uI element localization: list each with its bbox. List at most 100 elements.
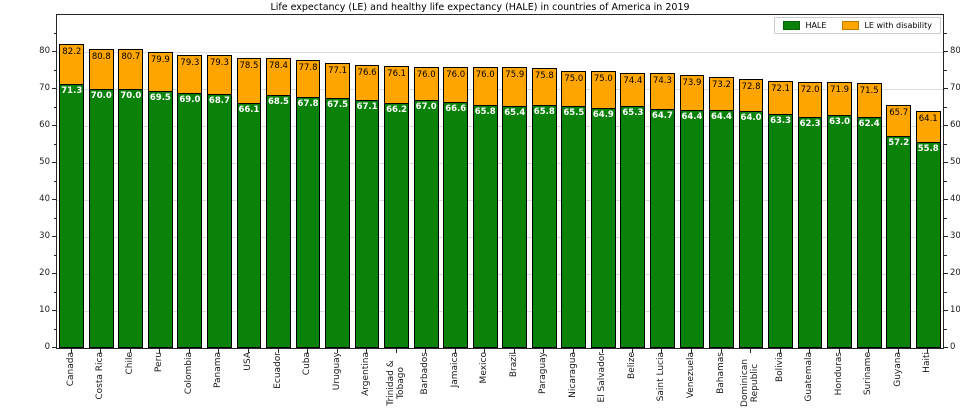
y-tick-label-right-50: 50 (950, 156, 960, 167)
le-value-label-chile: 80.7 (121, 52, 141, 63)
le-segment-haiti (915, 110, 941, 142)
le-segment-bahamas (709, 77, 734, 110)
x-tick-argentina (366, 349, 368, 353)
hale-value-label-costa-rica: 70.0 (90, 91, 112, 101)
x-tick-honduras (838, 349, 840, 353)
y-tick-left-40 (52, 199, 56, 200)
y-tick-label-left-60: 60 (39, 119, 50, 130)
hale-segment-peru (147, 90, 173, 348)
le-segment-usa (236, 57, 262, 104)
hale-value-label-dominican-republic: 64.0 (740, 113, 762, 124)
y-tick-right-80 (944, 51, 948, 52)
x-tick-label-cuba: Cuba (302, 352, 313, 376)
le-segment-jamaica (443, 66, 469, 102)
hale-value-label-paraguay: 65.8 (533, 106, 555, 117)
hale-value-label-guatemala: 62.3 (799, 119, 821, 130)
le-value-label-uruguay: 77.1 (328, 65, 348, 76)
y-tick-label-left-20: 20 (39, 267, 50, 278)
le-value-label-guyana: 65.7 (889, 107, 909, 118)
hale-segment-ecuador (266, 94, 291, 348)
le-segment-barbados (413, 66, 439, 101)
le-segment-paraguay (531, 67, 557, 105)
le-segment-mexico (472, 66, 498, 105)
le-value-label-canada: 82.2 (62, 46, 82, 57)
x-tick-brazil (513, 349, 515, 353)
gridline-y50 (57, 163, 943, 164)
hale-value-label-venezuela: 64.4 (681, 111, 703, 122)
hale-segment-saint-lucia (650, 108, 675, 348)
y-tick-left-65 (53, 106, 56, 108)
x-tick-label-suriname: Suriname (863, 352, 874, 396)
y-tick-right-30 (944, 236, 948, 237)
y-tick-right-20 (944, 273, 948, 274)
x-tick-costa-rica (100, 349, 102, 353)
hale-segment-suriname (856, 117, 882, 348)
x-tick-label-dominican-republic: Dominican Republic (740, 358, 761, 408)
x-tick-label-bahamas: Bahamas (715, 352, 726, 394)
x-tick-panama (218, 349, 220, 353)
y-tick-label-left-0: 0 (44, 341, 50, 352)
y-tick-left-25 (53, 254, 56, 256)
x-tick-belize (631, 349, 633, 353)
x-tick-bolivia (779, 349, 781, 353)
hale-value-label-haiti: 55.8 (917, 143, 939, 154)
hale-segment-jamaica (443, 101, 469, 348)
hale-segment-barbados (413, 100, 439, 348)
le-value-label-ecuador: 78.4 (269, 60, 288, 71)
y-tick-left-50 (52, 162, 56, 163)
le-segment-chile (118, 49, 144, 89)
le-value-label-paraguay: 75.8 (534, 70, 554, 81)
y-tick-label-left-50: 50 (39, 156, 50, 167)
gridline-y60 (57, 126, 943, 127)
y-tick-left-5 (53, 328, 56, 330)
y-tick-right-85 (944, 32, 947, 34)
x-tick-ecuador (277, 349, 279, 353)
hale-value-label-jamaica: 66.6 (445, 103, 467, 114)
x-tick-label-costa-rica: Costa Rica (95, 352, 106, 400)
le-value-label-brazil: 75.9 (505, 70, 525, 81)
legend-item-le-with-disability: LE with disability (842, 21, 932, 30)
hale-value-label-peru: 69.5 (149, 92, 171, 103)
x-tick-usa (247, 349, 249, 353)
le-value-label-mexico: 76.0 (475, 69, 495, 80)
y-tick-right-25 (944, 254, 947, 256)
hale-value-label-guyana: 57.2 (888, 138, 910, 149)
le-value-label-bahamas: 73.2 (712, 80, 731, 91)
x-tick-label-honduras: Honduras (833, 352, 844, 396)
gridline-y70 (57, 89, 943, 90)
hale-value-label-el-salvador: 64.9 (592, 109, 614, 120)
x-tick-label-guyana: Guyana (892, 352, 903, 387)
y-tick-right-75 (944, 69, 947, 71)
le-segment-honduras (827, 81, 853, 115)
gridline-y80 (57, 52, 943, 53)
y-tick-label-right-80: 80 (950, 45, 960, 56)
hale-segment-bahamas (709, 109, 734, 348)
hale-value-label-brazil: 65.4 (504, 108, 526, 119)
hale-value-label-mexico: 65.8 (474, 106, 496, 117)
le-segment-venezuela (679, 74, 705, 110)
y-tick-label-left-40: 40 (39, 193, 50, 204)
hale-value-label-belize: 65.3 (622, 108, 644, 119)
y-tick-label-left-30: 30 (39, 230, 50, 241)
le-segment-ecuador (266, 57, 291, 95)
hale-segment-chile (118, 89, 144, 348)
le-segment-panama (207, 54, 232, 94)
hale-segment-trinidad-tobago (384, 103, 410, 348)
le-segment-colombia (177, 54, 203, 93)
x-tick-label-guatemala: Guatemala (804, 352, 815, 402)
x-tick-cuba (307, 349, 309, 353)
hale-segment-brazil (502, 106, 528, 348)
hale-segment-nicaragua (561, 105, 587, 348)
hale-value-label-bahamas: 64.4 (710, 111, 732, 122)
x-tick-label-nicaragua: Nicaragua (567, 352, 578, 398)
y-tick-right-0 (944, 347, 948, 348)
x-tick-label-barbados: Barbados (420, 352, 431, 395)
x-tick-label-panama: Panama (213, 352, 224, 389)
y-tick-left-35 (53, 217, 56, 219)
hale-value-label-barbados: 67.0 (415, 102, 437, 113)
hale-value-label-nicaragua: 65.5 (563, 107, 585, 118)
y-tick-left-75 (53, 69, 56, 71)
le-value-label-nicaragua: 75.0 (564, 73, 584, 84)
y-tick-right-50 (944, 162, 948, 163)
y-tick-label-right-10: 10 (950, 304, 960, 315)
